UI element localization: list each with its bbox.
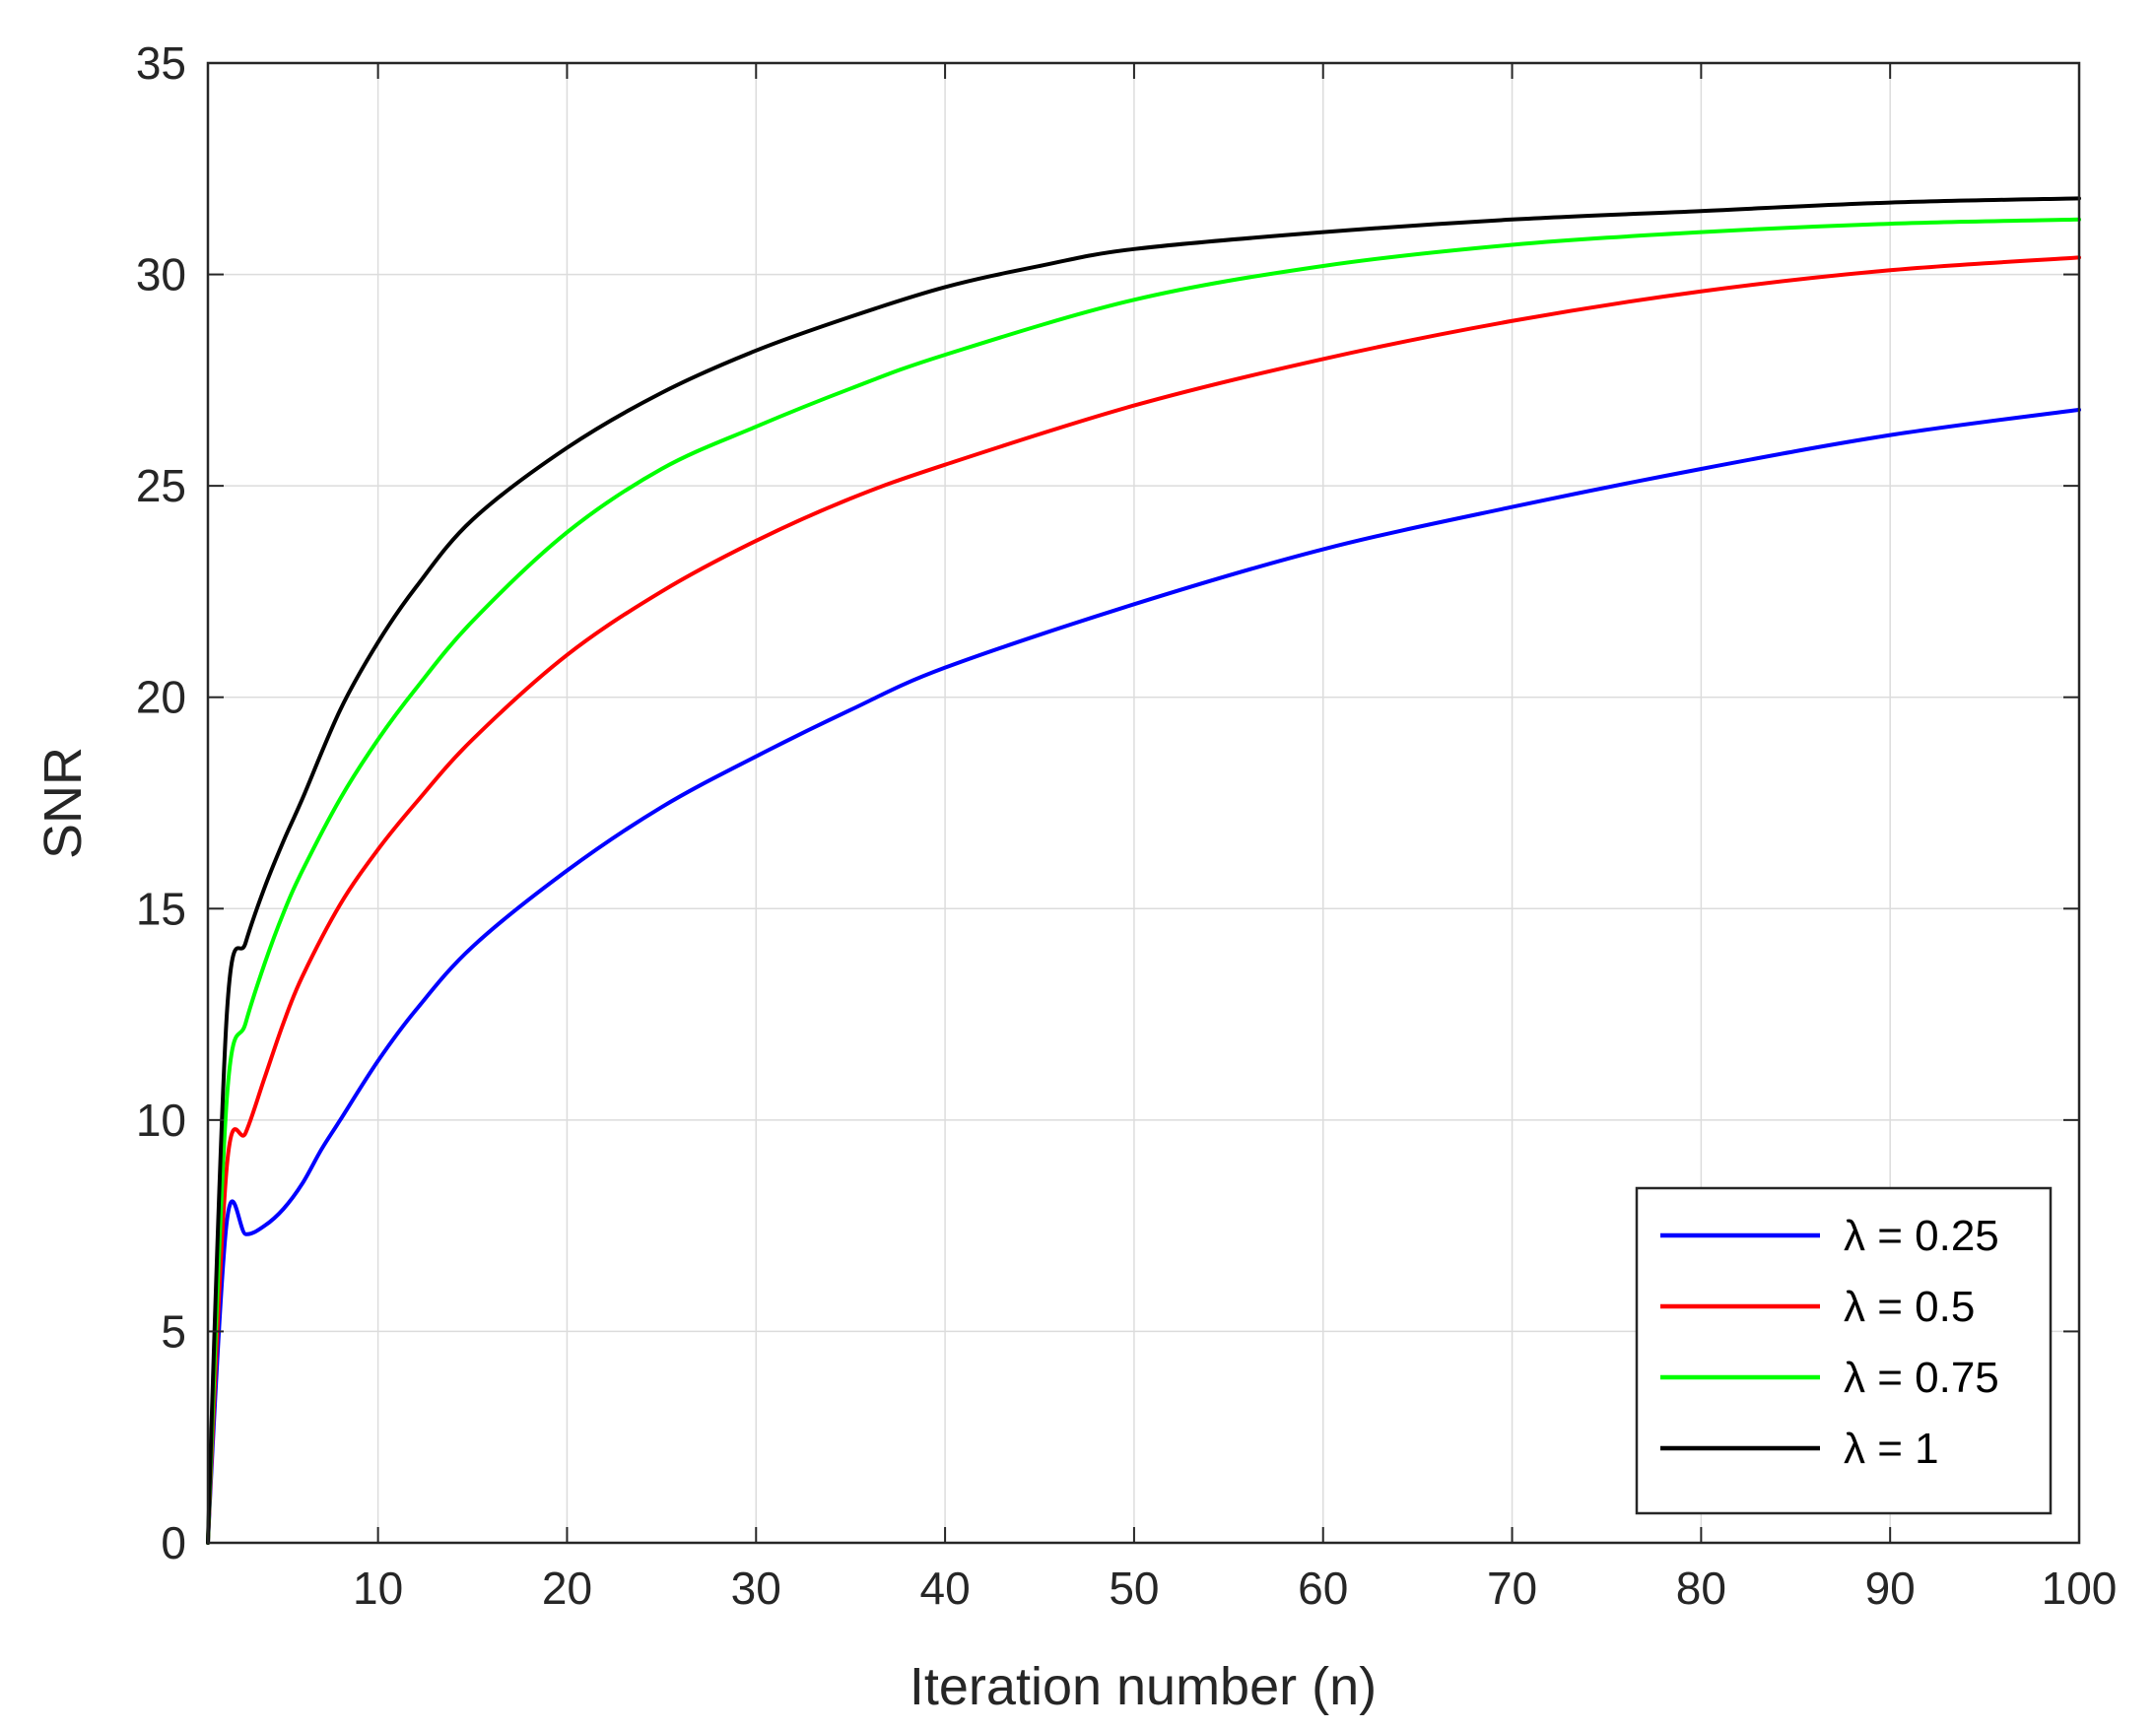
y-tick-label: 0: [161, 1517, 186, 1568]
y-axis-label: SNR: [34, 747, 93, 859]
series-lines: [206, 196, 2081, 1545]
legend-box: [1635, 1186, 2053, 1515]
y-tick-label: 15: [136, 883, 186, 934]
y-tick-label: 20: [136, 672, 186, 723]
legend: λ = 0.25 λ = 0.5 λ = 0.75 λ = 1: [1635, 1186, 2053, 1515]
series-line-1: [206, 255, 2081, 1545]
plot-frame: [206, 61, 2081, 1545]
y-tick-label: 35: [136, 37, 186, 89]
y-tick-label: 25: [136, 460, 186, 511]
series-line-0: [206, 407, 2081, 1545]
axis-ticks: 10 20 30 40 50 60 70 80 90 100 0 5 10 15 20 25 30 35: [136, 37, 2118, 1614]
legend-label-0: λ = 0.25: [1844, 1212, 1999, 1260]
x-tick-label: 100: [2042, 1563, 2118, 1614]
legend-label-2: λ = 0.75: [1844, 1354, 1999, 1402]
series-line-3: [206, 196, 2081, 1545]
y-tick-label: 5: [161, 1305, 186, 1357]
legend-label-3: λ = 1: [1844, 1425, 1939, 1473]
x-tick-label: 60: [1298, 1563, 1348, 1614]
x-tick-label: 30: [731, 1563, 781, 1614]
x-tick-label: 40: [920, 1563, 971, 1614]
x-axis-label: Iteration number (n): [910, 1657, 1377, 1716]
series-line-2: [206, 217, 2081, 1545]
x-tick-label: 80: [1676, 1563, 1726, 1614]
x-tick-label: 90: [1865, 1563, 1916, 1614]
x-tick-label: 20: [542, 1563, 592, 1614]
legend-label-1: λ = 0.5: [1844, 1283, 1975, 1331]
y-tick-label: 10: [136, 1095, 186, 1146]
x-tick-label: 70: [1487, 1563, 1537, 1614]
y-tick-label: 30: [136, 249, 186, 300]
x-tick-label: 50: [1109, 1563, 1159, 1614]
x-tick-label: 10: [353, 1563, 403, 1614]
